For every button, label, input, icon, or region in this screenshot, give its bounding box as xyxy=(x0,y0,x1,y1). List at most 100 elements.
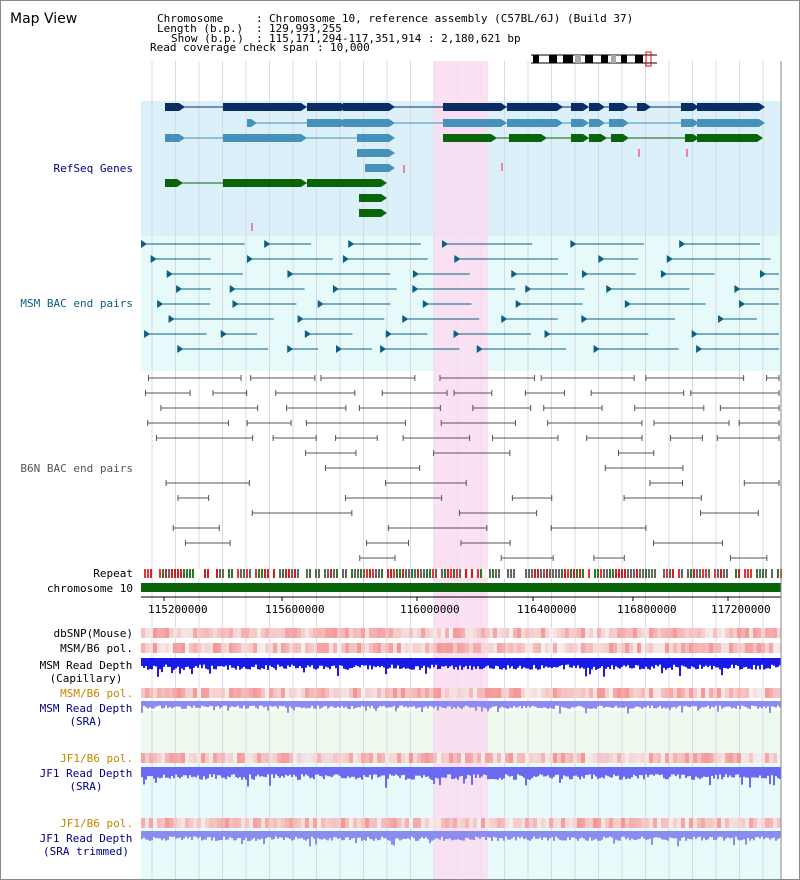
track-label-jf1-depth-sra[interactable]: JF1 Read Depth (SRA) xyxy=(39,767,133,793)
msm-sra-depth xyxy=(413,701,415,707)
repeat-segment xyxy=(351,569,353,578)
msm-sra-depth xyxy=(749,701,751,709)
msm-b6-pol-density xyxy=(485,688,489,698)
ideogram-band xyxy=(533,55,539,63)
dbsnp-density xyxy=(309,628,313,638)
msm-sra-depth xyxy=(625,701,627,707)
jf1-sra-depth xyxy=(371,767,373,780)
jf1-sra-depth xyxy=(329,767,331,777)
track-label-msm-b6-pol-2[interactable]: MSM/B6 pol. xyxy=(60,687,133,700)
repeat-segment xyxy=(573,569,575,578)
repeat-segment xyxy=(195,569,197,578)
track-label-msm-depth-sra[interactable]: MSM Read Depth (SRA) xyxy=(39,702,133,728)
jf1-sra-depth xyxy=(637,767,639,779)
msm-capillary-depth xyxy=(293,658,295,666)
msm-capillary-depth xyxy=(183,658,185,670)
msm-sra-depth xyxy=(755,701,757,707)
dbsnp-density xyxy=(397,628,401,638)
jf1-sra-depth xyxy=(435,767,437,778)
msm-b6-pol-density xyxy=(533,688,537,698)
msm-b6-pol-density xyxy=(725,643,729,653)
msm-capillary-depth xyxy=(313,658,315,669)
track-label-jf1-depth-trim[interactable]: JF1 Read Depth (SRA trimmed) xyxy=(39,832,133,858)
track-label-b6n-bac[interactable]: B6N BAC end pairs xyxy=(20,462,133,475)
jf1-sra-trimmed-depth xyxy=(385,831,387,839)
jf1-sra-trimmed-depth xyxy=(773,831,775,838)
jf1-sra-trimmed-depth xyxy=(301,831,303,838)
dbsnp-density xyxy=(617,628,621,638)
repeat-segment xyxy=(672,569,674,578)
track-label-msm-bac[interactable]: MSM BAC end pairs xyxy=(20,297,133,310)
msm-sra-depth xyxy=(375,701,377,711)
msm-b6-pol-density xyxy=(377,688,381,698)
msm-capillary-depth xyxy=(307,658,309,666)
jf1-b6-pol-density xyxy=(705,753,709,763)
jf1-sra-trimmed-depth xyxy=(499,831,501,839)
msm-capillary-depth xyxy=(627,658,629,666)
jf1-b6-pol-density xyxy=(217,818,221,828)
repeat-segment xyxy=(291,569,293,578)
jf1-sra-trimmed-depth xyxy=(531,831,533,840)
msm-b6-pol-density xyxy=(569,643,573,653)
jf1-b6-pol-density xyxy=(205,818,209,828)
repeat-segment xyxy=(576,569,578,578)
msm-capillary-depth xyxy=(733,658,735,669)
jf1-b6-pol-density xyxy=(489,753,493,763)
msm-sra-depth xyxy=(727,701,729,707)
jf1-sra-trimmed-depth xyxy=(485,831,487,840)
jf1-sra-depth xyxy=(545,767,547,777)
msm-capillary-depth xyxy=(181,658,183,669)
msm-sra-depth xyxy=(657,701,659,708)
bac-end-marker xyxy=(570,240,577,248)
track-label-refseq[interactable]: RefSeq Genes xyxy=(53,162,133,175)
msm-capillary-depth xyxy=(423,658,425,666)
jf1-sra-trimmed-depth xyxy=(357,831,359,838)
msm-capillary-depth xyxy=(377,658,379,666)
track-label-msm-depth-cap[interactable]: MSM Read Depth (Capillary) xyxy=(39,659,133,685)
msm-sra-depth xyxy=(333,701,335,708)
jf1-b6-pol-density xyxy=(489,818,493,828)
repeat-segment xyxy=(717,569,719,578)
dbsnp-density xyxy=(537,628,541,638)
msm-b6-pol-density xyxy=(741,688,745,698)
jf1-sra-trimmed-depth xyxy=(393,831,395,846)
repeat-segment xyxy=(624,569,626,578)
msm-capillary-depth xyxy=(749,658,751,669)
dbsnp-density xyxy=(297,628,301,638)
track-label-chromosome[interactable]: chromosome 10 xyxy=(46,582,133,595)
jf1-b6-pol-density xyxy=(469,753,473,763)
gene-strand-arrow xyxy=(389,164,395,172)
track-label-msm-b6-pol-1[interactable]: MSM/B6 pol. xyxy=(60,642,133,655)
msm-b6-pol-density xyxy=(145,643,149,653)
msm-b6-pol-density xyxy=(285,643,289,653)
track-label-dbsnp[interactable]: dbSNP(Mouse) xyxy=(53,627,133,640)
jf1-sra-trimmed-depth xyxy=(711,831,713,838)
jf1-b6-pol-density xyxy=(529,753,533,763)
jf1-sra-depth xyxy=(773,767,775,786)
msm-sra-depth xyxy=(147,701,149,709)
jf1-sra-trimmed-depth xyxy=(467,831,469,838)
track-label-repeat[interactable]: Repeat xyxy=(93,567,133,580)
msm-b6-pol-density xyxy=(593,643,597,653)
jf1-sra-depth xyxy=(487,767,489,780)
msm-sra-depth xyxy=(563,701,565,708)
repeat-segment xyxy=(426,569,428,578)
jf1-b6-pol-density xyxy=(773,753,777,763)
jf1-sra-trimmed-depth xyxy=(161,831,163,841)
msm-sra-depth xyxy=(303,701,305,708)
msm-capillary-depth xyxy=(455,658,457,667)
msm-b6-pol-density xyxy=(617,688,621,698)
track-label-jf1-b6-pol-2[interactable]: JF1/B6 pol. xyxy=(60,817,133,830)
track-label-jf1-b6-pol-1[interactable]: JF1/B6 pol. xyxy=(60,752,133,765)
msm-b6-pol-density xyxy=(389,688,393,698)
msm-b6-pol-density xyxy=(225,643,229,653)
dbsnp-density xyxy=(289,628,293,638)
jf1-sra-depth xyxy=(363,767,365,776)
jf1-b6-pol-density xyxy=(161,818,165,828)
jf1-sra-depth xyxy=(373,767,375,775)
msm-b6-pol-density xyxy=(401,688,405,698)
msm-sra-depth xyxy=(161,701,163,709)
gene-exon xyxy=(571,119,583,127)
jf1-b6-pol-density xyxy=(457,818,461,828)
